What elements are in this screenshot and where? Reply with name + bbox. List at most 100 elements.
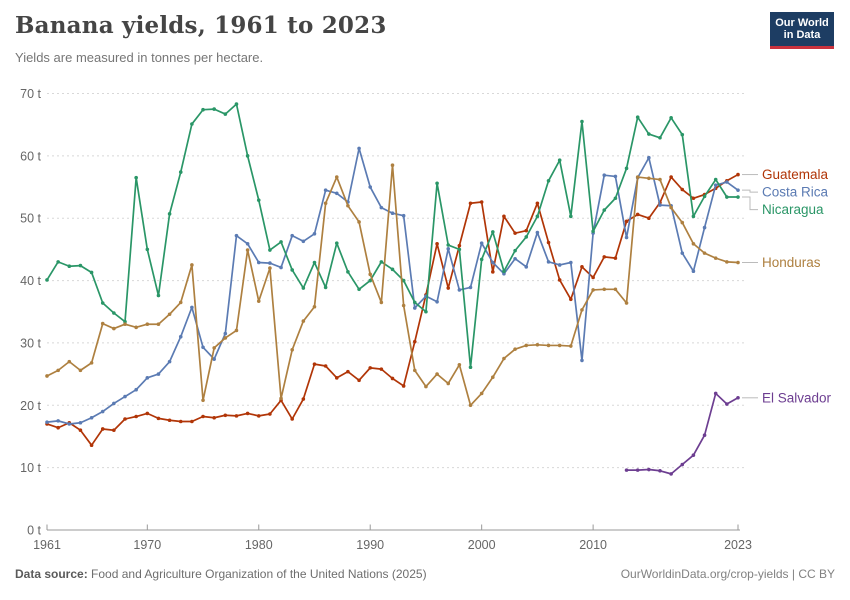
data-point-nicaragua[interactable] [691,214,696,219]
data-point-nicaragua[interactable] [290,268,294,272]
data-point-nicaragua[interactable] [635,115,640,119]
data-point-honduras[interactable] [357,220,361,224]
data-point-guatemala[interactable] [145,411,150,416]
data-point-costa-rica[interactable] [301,239,306,244]
data-point-el-salvador[interactable] [624,468,629,472]
data-point-guatemala[interactable] [201,414,205,419]
data-point-honduras[interactable] [468,403,473,408]
data-point-honduras[interactable] [457,362,462,367]
data-point-guatemala[interactable] [569,297,573,302]
data-point-costa-rica[interactable] [290,233,294,238]
data-point-costa-rica[interactable] [312,232,317,236]
data-point-costa-rica[interactable] [502,271,506,276]
data-point-costa-rica[interactable] [145,376,150,380]
data-point-costa-rica[interactable] [212,357,216,361]
data-point-nicaragua[interactable] [513,248,517,253]
data-point-costa-rica[interactable] [167,359,172,364]
series-label-nicaragua[interactable]: Nicaragua [762,202,824,217]
data-point-costa-rica[interactable] [100,409,105,414]
data-point-guatemala[interactable] [312,362,317,366]
data-point-honduras[interactable] [613,287,618,292]
data-point-honduras[interactable] [669,205,673,210]
data-point-nicaragua[interactable] [301,286,306,290]
data-point-honduras[interactable] [736,260,740,265]
data-point-costa-rica[interactable] [736,188,740,192]
data-point-guatemala[interactable] [635,212,640,217]
data-point-nicaragua[interactable] [346,270,350,274]
data-point-guatemala[interactable] [691,196,696,201]
data-point-nicaragua[interactable] [134,175,138,180]
data-point-guatemala[interactable] [223,413,228,418]
data-point-nicaragua[interactable] [546,179,551,183]
data-point-nicaragua[interactable] [156,293,161,298]
data-point-guatemala[interactable] [457,243,462,248]
data-point-guatemala[interactable] [268,412,272,416]
data-point-guatemala[interactable] [479,200,484,204]
data-point-guatemala[interactable] [100,427,105,431]
data-point-costa-rica[interactable] [268,261,272,265]
data-point-nicaragua[interactable] [658,135,662,140]
data-point-nicaragua[interactable] [524,235,529,239]
data-point-nicaragua[interactable] [401,278,406,283]
series-label-el-salvador[interactable]: El Salvador [762,390,832,405]
data-point-el-salvador[interactable] [725,402,729,406]
data-point-costa-rica[interactable] [691,269,696,274]
data-point-nicaragua[interactable] [201,107,205,112]
data-point-nicaragua[interactable] [613,196,618,201]
data-point-guatemala[interactable] [290,417,294,421]
data-point-costa-rica[interactable] [602,173,607,177]
data-point-guatemala[interactable] [468,201,473,206]
data-point-nicaragua[interactable] [502,269,506,274]
data-point-costa-rica[interactable] [357,146,361,151]
data-point-honduras[interactable] [569,344,573,348]
data-point-nicaragua[interactable] [357,287,361,292]
data-point-costa-rica[interactable] [379,205,384,210]
data-point-guatemala[interactable] [245,411,250,416]
data-point-nicaragua[interactable] [713,177,718,182]
data-point-costa-rica[interactable] [323,188,328,192]
data-point-nicaragua[interactable] [736,195,740,199]
data-point-costa-rica[interactable] [524,265,529,269]
data-point-costa-rica[interactable] [446,246,451,251]
data-point-honduras[interactable] [702,251,707,255]
data-point-honduras[interactable] [502,356,506,361]
data-point-nicaragua[interactable] [368,278,373,283]
series-label-guatemala[interactable]: Guatemala [762,167,829,182]
data-point-honduras[interactable] [546,343,551,348]
data-point-honduras[interactable] [647,176,651,181]
data-point-honduras[interactable] [513,347,517,351]
data-point-guatemala[interactable] [346,369,350,374]
data-point-honduras[interactable] [100,321,105,326]
data-point-guatemala[interactable] [513,231,517,235]
data-point-guatemala[interactable] [379,367,384,371]
data-point-nicaragua[interactable] [669,116,673,120]
data-point-nicaragua[interactable] [702,194,707,199]
data-point-nicaragua[interactable] [145,247,150,252]
data-point-costa-rica[interactable] [401,213,406,218]
data-point-costa-rica[interactable] [45,420,49,424]
data-point-nicaragua[interactable] [190,122,194,126]
data-point-costa-rica[interactable] [580,358,584,363]
data-point-honduras[interactable] [190,263,194,267]
data-point-nicaragua[interactable] [112,311,116,315]
data-point-guatemala[interactable] [134,414,138,419]
data-point-honduras[interactable] [178,300,183,305]
data-point-costa-rica[interactable] [647,155,651,160]
data-point-nicaragua[interactable] [647,132,651,136]
data-point-guatemala[interactable] [234,414,239,418]
data-point-guatemala[interactable] [557,278,562,282]
data-point-costa-rica[interactable] [457,288,462,292]
data-point-honduras[interactable] [435,372,439,376]
data-point-guatemala[interactable] [123,417,127,421]
data-point-guatemala[interactable] [736,172,740,177]
data-point-costa-rica[interactable] [535,230,540,235]
data-point-honduras[interactable] [78,368,83,373]
data-point-honduras[interactable] [424,384,428,389]
data-point-honduras[interactable] [680,220,685,225]
data-point-costa-rica[interactable] [78,420,83,425]
data-point-guatemala[interactable] [591,275,595,280]
data-point-honduras[interactable] [346,203,350,208]
data-point-honduras[interactable] [368,272,373,277]
data-point-costa-rica[interactable] [435,299,439,304]
